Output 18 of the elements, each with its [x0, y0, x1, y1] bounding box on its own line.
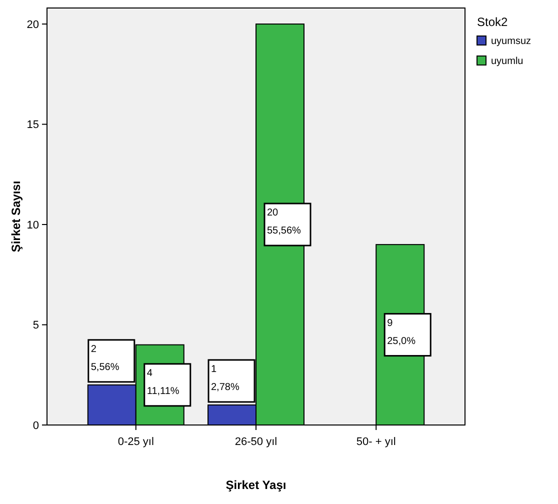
legend-label: uyumsuz: [491, 36, 532, 47]
y-tick-label: 0: [32, 420, 39, 432]
data-label: 4 11,11%: [146, 368, 180, 397]
y-tick-label: 15: [26, 119, 39, 132]
legend-title: Stok2: [477, 15, 508, 29]
y-tick-label: 5: [32, 320, 39, 332]
x-tick-label: 50- + yıl: [356, 436, 396, 448]
x-tick-label: 26-50 yıl: [234, 436, 278, 448]
y-tick-label: 20: [26, 18, 39, 31]
data-label: 2 5,56%: [90, 344, 120, 373]
legend-label: uyumlu: [491, 56, 524, 67]
y-axis-title: Şirket Sayısı: [9, 180, 23, 252]
data-label: 1 2,78%: [211, 364, 240, 393]
data-label: 9 25,0%: [387, 318, 416, 347]
y-tick-label: 10: [26, 219, 39, 232]
x-axis-title: Şirket Yaşı: [226, 478, 286, 492]
x-tick-label: 0-25 yıl: [118, 436, 154, 448]
data-label: 20 55,56%: [267, 208, 302, 237]
